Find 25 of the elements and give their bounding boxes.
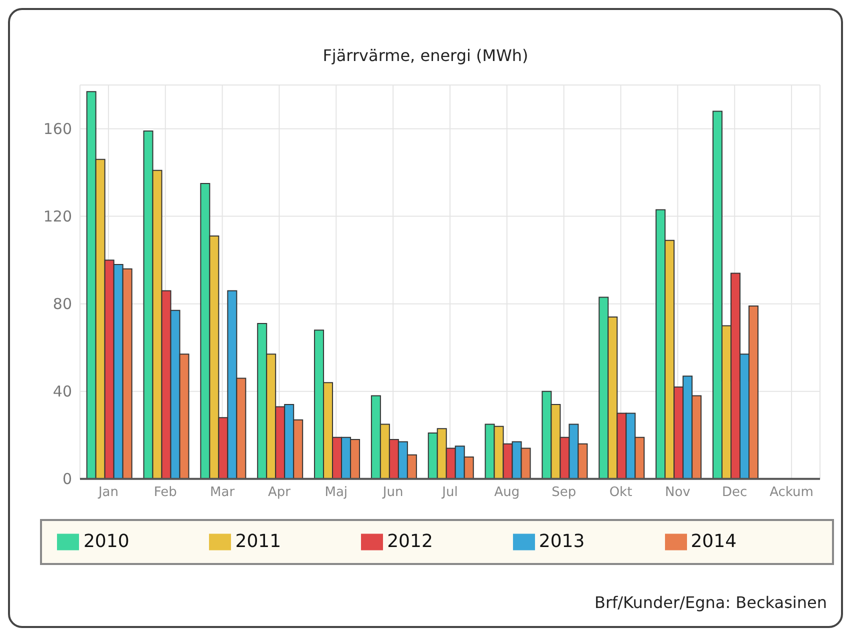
x-tick-label: Maj: [324, 485, 348, 500]
legend-label: 2011: [235, 530, 282, 552]
x-tick-label: Sep: [552, 485, 576, 500]
x-tick-label: Aug: [494, 485, 520, 500]
legend-label: 2013: [538, 530, 585, 552]
legend-label: 2010: [83, 530, 130, 552]
x-tick-label: Okt: [609, 485, 632, 500]
legend-label: 2012: [387, 530, 433, 552]
y-tick-label: 80: [52, 295, 72, 314]
y-tick-label: 40: [52, 382, 72, 401]
x-tick-label: Jan: [97, 485, 118, 500]
legend-label: 2014: [690, 530, 737, 552]
x-tick-label: Mar: [210, 485, 236, 500]
x-tick-label: Jul: [441, 485, 458, 500]
y-tick-label: 160: [43, 120, 72, 138]
x-tick-label: Dec: [722, 485, 748, 500]
y-tick-label: 120: [43, 208, 72, 226]
x-tick-label: Jun: [382, 485, 404, 500]
text: Brf/Kunder/Egna: Beckasinen: [594, 593, 827, 612]
chart-title: Fjärrvärme, energi (MWh): [322, 46, 530, 65]
x-tick-label: Apr: [268, 485, 292, 500]
x-tick-label: Ackum: [770, 485, 814, 500]
y-tick-label: 0: [62, 470, 72, 488]
x-tick-label: Nov: [665, 485, 691, 500]
x-tick-label: Feb: [154, 485, 177, 500]
